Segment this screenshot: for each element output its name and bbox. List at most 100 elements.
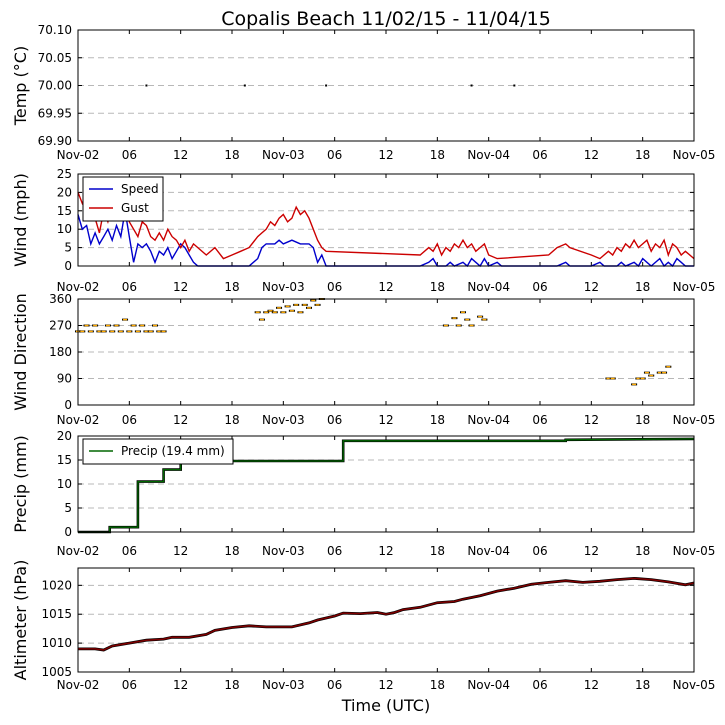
altimeter-line xyxy=(78,577,695,651)
x-tick-label: 18 xyxy=(430,544,445,558)
y-tick-label: 25 xyxy=(57,167,72,181)
y-tick-label: 20 xyxy=(57,429,72,443)
x-tick-label: Nov-03 xyxy=(262,280,305,294)
x-tick-label: 12 xyxy=(584,678,599,692)
panel-1: 69.90 69.95 70.00 70.05 70.10 Nov-02 06 12 18 Nov… xyxy=(11,23,715,162)
x-tick-label: 12 xyxy=(378,148,393,162)
x-tick-label: 18 xyxy=(224,413,239,427)
temp-point xyxy=(470,84,473,87)
y-tick-label: 1015 xyxy=(41,607,72,621)
wind-speed-line xyxy=(77,210,694,268)
wind-gust-line xyxy=(77,189,695,260)
x-tick-label: 12 xyxy=(584,148,599,162)
legend-label: Speed xyxy=(121,182,159,196)
x-tick-label: 06 xyxy=(532,413,547,427)
y-tick-label: 20 xyxy=(57,185,72,199)
x-tick-label: Nov-05 xyxy=(673,678,716,692)
x-tick-label: Nov-03 xyxy=(262,413,305,427)
legend-box xyxy=(82,176,164,222)
x-tick-label: Nov-05 xyxy=(673,544,716,558)
x-tick-label: 06 xyxy=(532,678,547,692)
y-tick-label: 70.00 xyxy=(38,79,72,93)
x-tick-label: 06 xyxy=(327,148,342,162)
temp-point xyxy=(145,84,148,87)
y-tick-label: 15 xyxy=(57,204,72,218)
x-tick-label: 06 xyxy=(327,413,342,427)
x-tick-label: 18 xyxy=(635,544,650,558)
plot-frame xyxy=(77,29,695,142)
x-tick-label: 06 xyxy=(122,678,137,692)
y-tick-label: 1020 xyxy=(41,578,72,592)
y-axis-label: Wind (mph) xyxy=(11,173,30,267)
x-tick-label: 12 xyxy=(584,413,599,427)
x-tick-label: 18 xyxy=(224,280,239,294)
x-tick-label: 12 xyxy=(584,544,599,558)
y-tick-label: 70.10 xyxy=(38,23,72,37)
x-tick-label: 12 xyxy=(378,280,393,294)
panel-3: 0 90 180 270 360 Nov-02 06 12 18 Nov-03 06 12 18 Nov-… xyxy=(11,292,715,427)
x-tick-label: 12 xyxy=(584,280,599,294)
x-tick-label: 18 xyxy=(635,280,650,294)
legend-label: Gust xyxy=(121,201,149,215)
panel-4: 0 5 10 15 20 Nov-02 06 12 18 Nov-03 06 12 18 Nov-04 06… xyxy=(11,429,715,558)
y-axis-label: Wind Direction xyxy=(11,293,30,411)
x-tick-label: Nov-02 xyxy=(57,413,100,427)
y-tick-label: 1010 xyxy=(41,636,72,650)
x-tick-label: Nov-05 xyxy=(673,148,716,162)
temp-point xyxy=(325,84,328,87)
y-tick-label: 180 xyxy=(49,345,72,359)
x-tick-label: 12 xyxy=(173,544,188,558)
y-tick-label: 0 xyxy=(64,259,72,273)
temp-point xyxy=(243,84,246,87)
x-tick-label: 06 xyxy=(327,544,342,558)
y-tick-label: 90 xyxy=(57,372,72,386)
y-tick-label: 69.90 xyxy=(38,134,72,148)
plot-frame xyxy=(77,298,695,406)
x-tick-label: Nov-02 xyxy=(57,280,100,294)
x-tick-label: Nov-03 xyxy=(262,544,305,558)
precip-line xyxy=(78,438,695,533)
chart-title: Copalis Beach 11/02/15 - 11/04/15 xyxy=(221,8,551,30)
y-tick-label: 70.05 xyxy=(38,51,72,65)
y-tick-label: 1005 xyxy=(41,665,72,679)
x-tick-label: 18 xyxy=(224,544,239,558)
y-tick-label: 10 xyxy=(57,222,72,236)
y-axis-label: Precip (mm) xyxy=(11,435,30,533)
y-axis-label: Altimeter (hPa) xyxy=(11,560,30,681)
x-tick-label: 06 xyxy=(122,544,137,558)
x-tick-label: 12 xyxy=(378,413,393,427)
x-tick-label: 18 xyxy=(430,678,445,692)
x-tick-label: 12 xyxy=(173,678,188,692)
x-tick-label: 18 xyxy=(224,678,239,692)
x-tick-label: 12 xyxy=(378,678,393,692)
plot-frame xyxy=(77,173,695,267)
y-tick-label: 15 xyxy=(57,453,72,467)
plot-frame xyxy=(77,435,695,533)
x-tick-label: 06 xyxy=(122,413,137,427)
plot-frame xyxy=(77,567,695,673)
x-tick-label: Nov-02 xyxy=(57,678,100,692)
x-tick-label: Nov-02 xyxy=(57,148,100,162)
x-tick-label: 18 xyxy=(224,148,239,162)
x-tick-label: Nov-04 xyxy=(467,678,510,692)
x-tick-label: Nov-03 xyxy=(262,148,305,162)
x-tick-label: 06 xyxy=(122,148,137,162)
x-tick-label: 06 xyxy=(532,544,547,558)
y-tick-label: 270 xyxy=(49,319,72,333)
x-tick-label: 06 xyxy=(532,280,547,294)
x-tick-label: Nov-03 xyxy=(262,678,305,692)
panel-2: 0 5 10 15 20 25 Nov-02 06 12 18 Nov-03 06 12 18 Nov-04… xyxy=(11,167,715,294)
y-tick-label: 0 xyxy=(64,525,72,539)
x-tick-label: 12 xyxy=(378,544,393,558)
x-tick-label: 12 xyxy=(173,148,188,162)
x-axis-label: Time (UTC) xyxy=(341,696,430,715)
x-tick-label: Nov-02 xyxy=(57,544,100,558)
y-tick-label: 69.95 xyxy=(38,106,72,120)
x-tick-label: Nov-04 xyxy=(467,148,510,162)
x-tick-label: 06 xyxy=(327,678,342,692)
x-tick-label: 18 xyxy=(430,413,445,427)
y-tick-label: 5 xyxy=(64,241,72,255)
x-tick-label: 18 xyxy=(430,280,445,294)
x-tick-label: 06 xyxy=(122,280,137,294)
legend-label: Precip (19.4 mm) xyxy=(121,444,225,458)
